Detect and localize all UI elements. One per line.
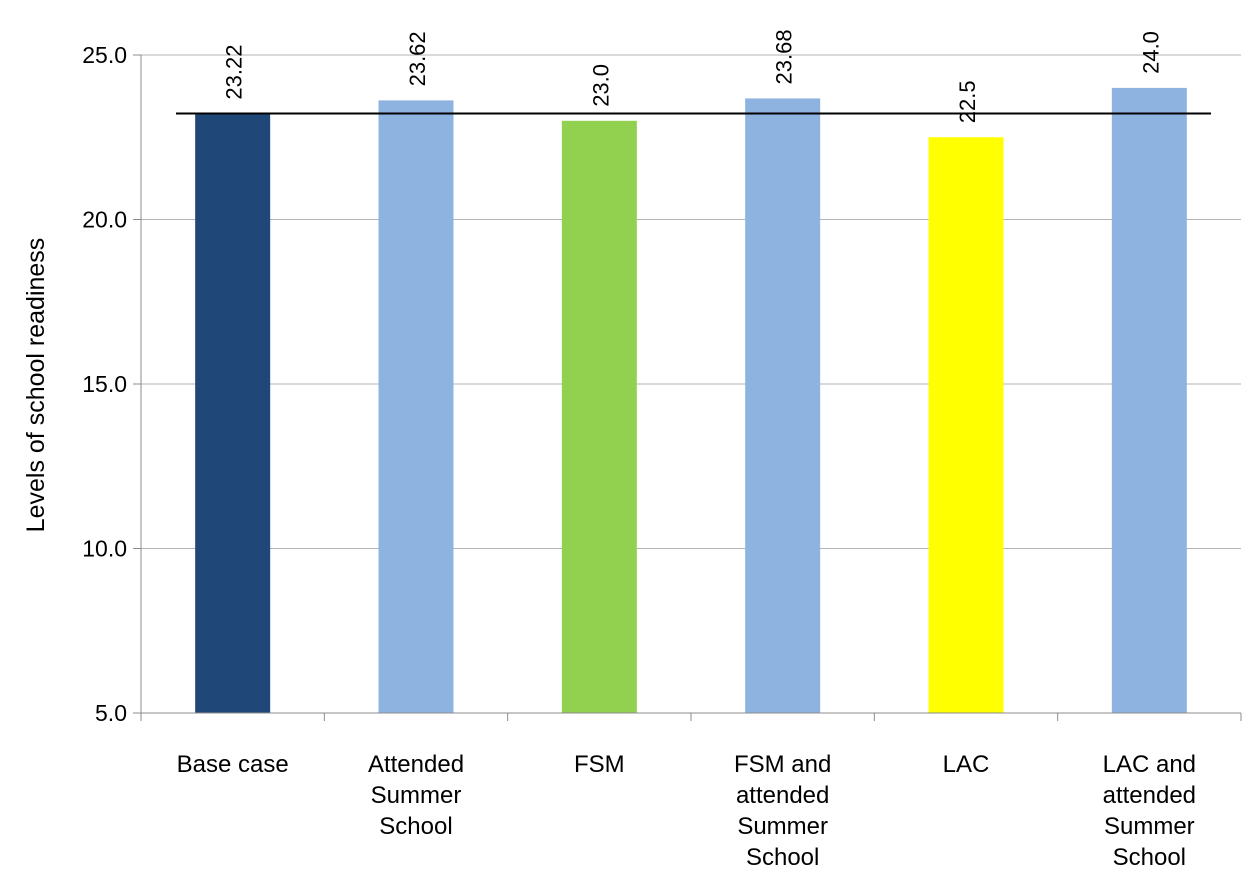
bar [928,137,1004,713]
data-label: 24.0 [1138,31,1163,74]
bars [195,87,1187,714]
x-category-label: LAC [943,751,990,778]
data-label: 23.22 [222,44,247,99]
bar [378,100,454,714]
data-label: 23.0 [588,64,613,107]
y-tick-label: 5.0 [95,700,127,726]
y-axis-title: Levels of school readiness [22,238,50,533]
x-category-label: FSM [574,751,625,778]
bar [195,113,271,713]
x-category-label: Attended Summer School [368,751,464,840]
x-category-label: FSM and attended Summer School [734,751,831,871]
y-tick-label: 10.0 [82,536,127,562]
data-label: 23.68 [772,29,797,84]
x-category-label: Base case [177,751,289,778]
y-tick-label: 15.0 [82,371,127,397]
labels: 5.0 10.0 15.0 20.0 25.0 23.22 Base case 23.62 At… [82,29,1196,871]
gridlines [141,54,1241,549]
data-label: 23.62 [405,31,430,86]
y-tick-label: 25.0 [82,42,127,68]
data-label: 22.5 [955,80,980,123]
bar [745,98,821,714]
bar [1111,87,1187,713]
bar [561,120,637,714]
y-tick-label: 20.0 [82,207,127,233]
axes [133,54,1242,721]
x-category-label: LAC and attended Summer School [1103,751,1196,871]
